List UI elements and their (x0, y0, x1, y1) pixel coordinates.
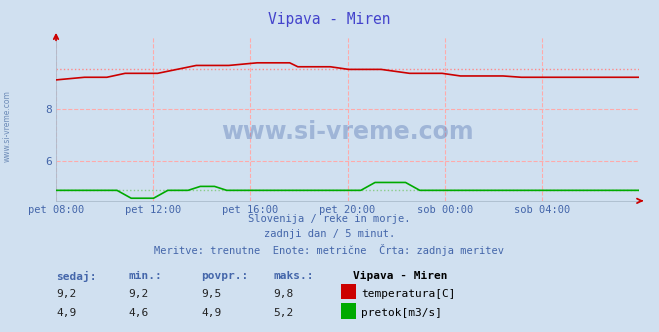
Text: pretok[m3/s]: pretok[m3/s] (361, 308, 442, 318)
Text: sedaj:: sedaj: (56, 271, 96, 282)
Text: 9,2: 9,2 (129, 289, 149, 299)
Text: maks.:: maks.: (273, 271, 314, 281)
Text: www.si-vreme.com: www.si-vreme.com (3, 90, 12, 162)
Text: 9,2: 9,2 (56, 289, 76, 299)
Text: zadnji dan / 5 minut.: zadnji dan / 5 minut. (264, 229, 395, 239)
Text: 4,6: 4,6 (129, 308, 149, 318)
Text: Vipava - Miren: Vipava - Miren (268, 12, 391, 27)
Text: povpr.:: povpr.: (201, 271, 248, 281)
Text: 5,2: 5,2 (273, 308, 294, 318)
Text: Slovenija / reke in morje.: Slovenija / reke in morje. (248, 214, 411, 224)
Text: 9,8: 9,8 (273, 289, 294, 299)
Text: Vipava - Miren: Vipava - Miren (353, 271, 447, 281)
Text: Meritve: trenutne  Enote: metrične  Črta: zadnja meritev: Meritve: trenutne Enote: metrične Črta: … (154, 244, 505, 256)
Text: temperatura[C]: temperatura[C] (361, 289, 455, 299)
Text: 9,5: 9,5 (201, 289, 221, 299)
Text: 4,9: 4,9 (201, 308, 221, 318)
Text: min.:: min.: (129, 271, 162, 281)
Text: www.si-vreme.com: www.si-vreme.com (221, 120, 474, 144)
Text: 4,9: 4,9 (56, 308, 76, 318)
